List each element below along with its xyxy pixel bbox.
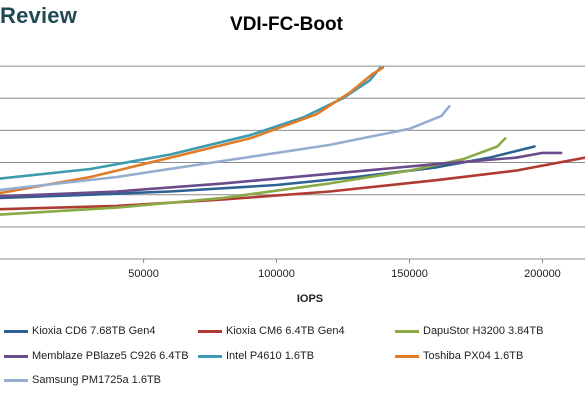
legend-item-3: DapuStor H3200 3.84TB [395, 324, 543, 338]
legend-item-6: Toshiba PX04 1.6TB [395, 349, 523, 363]
chart-title: VDI-FC-Boot [230, 14, 343, 35]
legend-label: Memblaze PBlaze5 C926 6.4TB [32, 350, 189, 362]
legend-item-5: Intel P4610 1.6TB [198, 349, 314, 363]
legend-label: Toshiba PX04 1.6TB [423, 350, 524, 362]
series-line-2 [0, 156, 585, 211]
legend-swatch [4, 354, 28, 358]
legend-label: Kioxia CM6 6.4TB Gen4 [226, 325, 345, 337]
legend-label: Intel P4610 1.6TB [226, 350, 315, 362]
legend-item-2: Kioxia CM6 6.4TB Gen4 [198, 324, 345, 338]
legend-swatch [395, 354, 419, 358]
x-tick-label-1: 50000 [128, 268, 159, 280]
series-line-6 [0, 66, 385, 195]
x-tick-label-4: 200000 [524, 268, 561, 280]
x-axis-ticks: 50000 100000 150000 200000 [128, 259, 561, 280]
legend-label: Kioxia CD6 7.68TB Gen4 [32, 325, 156, 337]
chart-legend: Kioxia CD6 7.68TB Gen4 Kioxia CM6 6.4TB G… [0, 318, 585, 398]
line-chart: 50000 100000 150000 200000 IOPS [0, 65, 585, 305]
x-tick-label-2: 100000 [258, 268, 295, 280]
x-tick-label-3: 150000 [391, 268, 428, 280]
legend-item-4: Memblaze PBlaze5 C926 6.4TB [4, 349, 189, 363]
legend-swatch [395, 329, 419, 333]
legend-swatch [4, 329, 28, 333]
brand-logo: Review [0, 3, 78, 28]
legend-item-7: Samsung PM1725a 1.6TB [4, 373, 161, 387]
legend-label: DapuStor H3200 3.84TB [423, 325, 544, 337]
legend-label: Samsung PM1725a 1.6TB [32, 374, 162, 386]
x-axis-label: IOPS [297, 293, 323, 305]
legend-swatch [198, 329, 222, 333]
series-line-5 [0, 66, 382, 180]
series-lines [0, 66, 585, 216]
legend-item-1: Kioxia CD6 7.68TB Gen4 [4, 324, 156, 338]
series-line-7 [0, 105, 451, 192]
series-line-3 [0, 137, 507, 216]
series-line-4 [0, 151, 563, 198]
legend-swatch [4, 378, 28, 382]
legend-swatch [198, 354, 222, 358]
